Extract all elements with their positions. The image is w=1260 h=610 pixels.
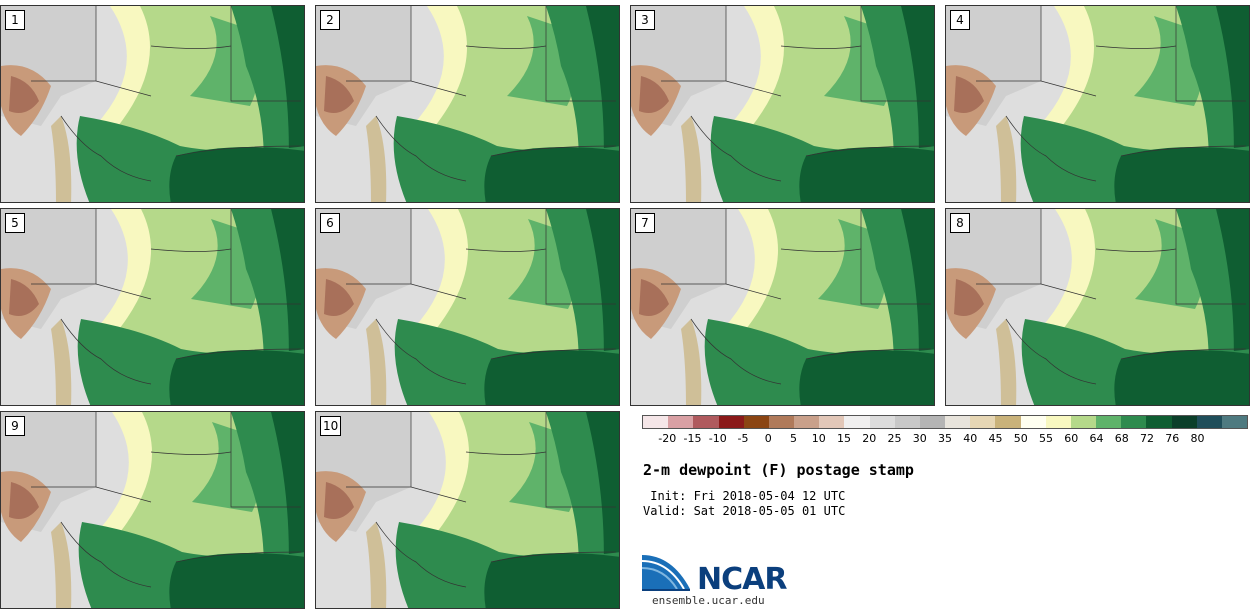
colorbar-tick-label: 35 xyxy=(938,432,952,445)
colorbar-tick-label: -20 xyxy=(658,432,677,445)
colorbar-tick-label: 25 xyxy=(887,432,902,445)
valid-time: Valid: Sat 2018-05-05 01 UTC xyxy=(643,504,846,518)
colorbar-tick-label: 72 xyxy=(1140,432,1154,445)
colorbar-swatch xyxy=(1020,416,1046,428)
ensemble-member-panel: 8 xyxy=(945,208,1250,406)
colorbar-tick-label: -10 xyxy=(708,432,727,445)
colorbar-tick-label: 80 xyxy=(1190,432,1205,445)
colorbar-swatch xyxy=(643,416,669,428)
colorbar-tick-label: 5 xyxy=(790,432,797,445)
ensemble-member-panel: 2 xyxy=(315,5,620,203)
panel-number: 2 xyxy=(320,10,340,30)
colorbar-tick-label: 76 xyxy=(1165,432,1180,445)
ensemble-member-panel: 6 xyxy=(315,208,620,406)
panel-number: 10 xyxy=(320,416,342,436)
colorbar-swatch xyxy=(743,416,769,428)
colorbar-swatch xyxy=(1171,416,1197,428)
colorbar-swatch xyxy=(1045,416,1071,428)
colorbar-tick-label: 45 xyxy=(988,432,1003,445)
colorbar-tick-label: 64 xyxy=(1089,432,1104,445)
colorbar-ticks: -20 -15 -10 -5 0 5 10 15 20 25 30 35 40 45 50 55 60 64 68 7… xyxy=(642,432,1248,448)
colorbar-swatch xyxy=(1096,416,1122,428)
panel-number: 4 xyxy=(950,10,970,30)
colorbar-swatch xyxy=(945,416,971,428)
colorbar-swatch xyxy=(1196,416,1222,428)
colorbar-swatch xyxy=(919,416,946,428)
panel-number: 5 xyxy=(5,213,25,233)
colorbar-tick-label: 15 xyxy=(837,432,851,445)
colorbar-tick-label: -15 xyxy=(683,432,702,445)
colorbar-swatch xyxy=(794,416,820,428)
colorbar-swatch xyxy=(668,416,694,428)
colorbar-tick-label: 40 xyxy=(963,432,978,445)
panel-number: 1 xyxy=(5,10,25,30)
colorbar-swatch xyxy=(844,416,870,428)
ensemble-member-panel: 1 xyxy=(0,5,305,203)
colorbar-tick-label: 20 xyxy=(862,432,877,445)
ensemble-member-panel: 7 xyxy=(630,208,935,406)
colorbar-swatch xyxy=(970,416,996,428)
colorbar-swatch xyxy=(894,416,920,428)
colorbar-swatch xyxy=(1070,416,1097,428)
panel-number: 8 xyxy=(950,213,970,233)
init-time: Init: Fri 2018-05-04 12 UTC xyxy=(643,489,846,503)
panel-number: 7 xyxy=(635,213,655,233)
logo-text: NCAR xyxy=(697,562,787,597)
colorbar-tick-label: 68 xyxy=(1114,432,1129,445)
ensemble-member-panel: 4 xyxy=(945,5,1250,203)
plot-title: 2-m dewpoint (F) postage stamp xyxy=(643,461,914,479)
colorbar-tick-label: 50 xyxy=(1013,432,1028,445)
colorbar-tick-label: -5 xyxy=(737,432,749,445)
colorbar-swatch xyxy=(995,416,1021,428)
colorbar-swatch xyxy=(1221,416,1248,428)
colorbar-swatch xyxy=(718,416,744,428)
colorbar xyxy=(642,415,1248,429)
colorbar-swatch xyxy=(869,416,895,428)
ensemble-member-panel: 5 xyxy=(0,208,305,406)
colorbar-swatch xyxy=(1121,416,1147,428)
panel-number: 6 xyxy=(320,213,340,233)
colorbar-tick-label: 55 xyxy=(1039,432,1053,445)
website-link[interactable]: ensemble.ucar.edu xyxy=(652,594,765,607)
panel-number: 3 xyxy=(635,10,655,30)
colorbar-swatch xyxy=(1146,416,1172,428)
colorbar-swatch xyxy=(693,416,719,428)
colorbar-tick-label: 0 xyxy=(764,432,772,445)
ncar-logo-icon xyxy=(642,555,690,591)
panel-number: 9 xyxy=(5,416,25,436)
colorbar-tick-label: 30 xyxy=(912,432,927,445)
colorbar-tick-label: 60 xyxy=(1064,432,1079,445)
ensemble-member-panel: 10 xyxy=(315,411,620,609)
colorbar-swatch xyxy=(768,416,795,428)
ensemble-member-panel: 3 xyxy=(630,5,935,203)
ensemble-member-panel: 9 xyxy=(0,411,305,609)
colorbar-swatch xyxy=(819,416,845,428)
colorbar-tick-label: 10 xyxy=(811,432,826,445)
